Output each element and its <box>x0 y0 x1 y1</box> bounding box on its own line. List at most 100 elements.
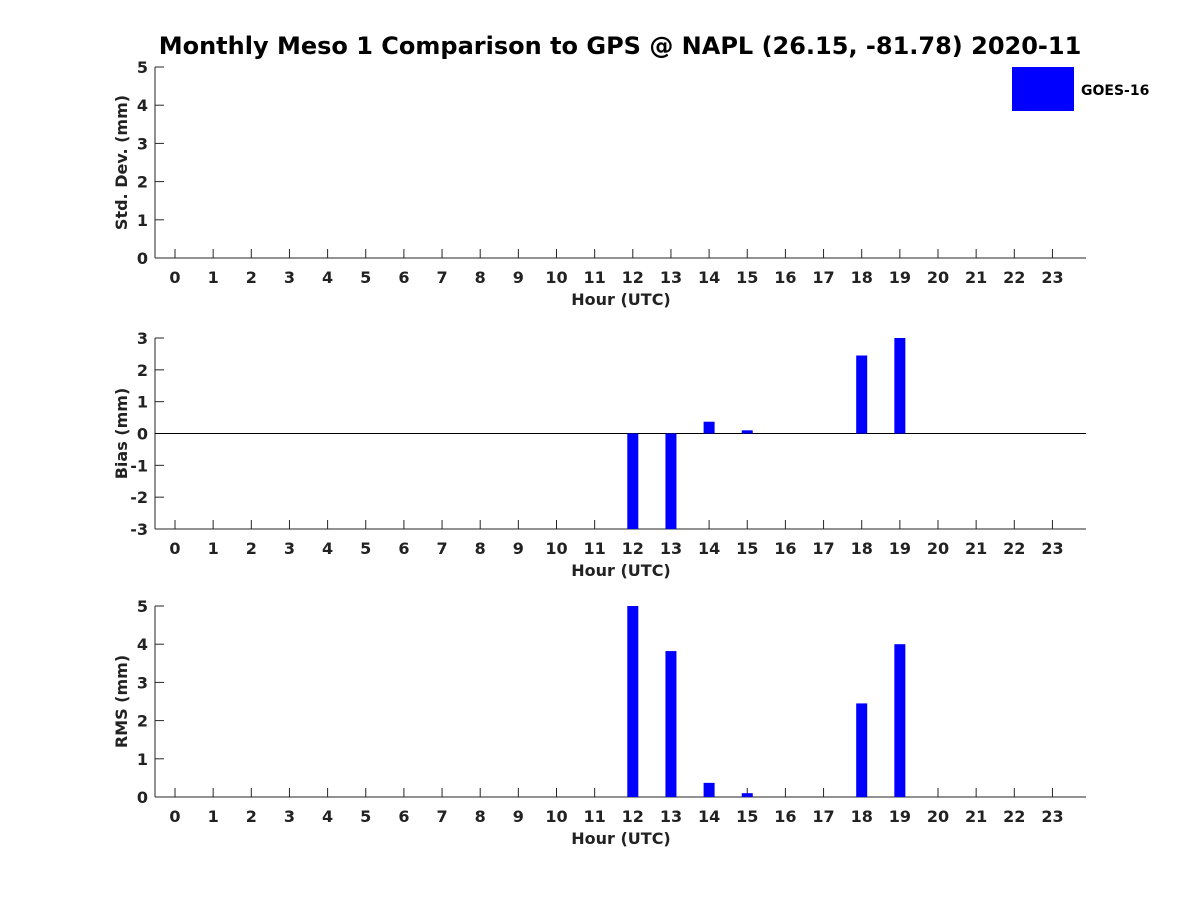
x-tick-label: 11 <box>584 807 606 826</box>
y-tick-label: 3 <box>137 673 148 692</box>
x-tick-label: 21 <box>965 268 987 287</box>
x-tick-label: 0 <box>169 539 180 558</box>
x-tick-label: 10 <box>545 539 567 558</box>
x-tick-label: 0 <box>169 807 180 826</box>
y-tick-label: 4 <box>137 96 148 115</box>
bar-hour-15 <box>741 430 753 434</box>
bar-hour-15 <box>741 793 753 797</box>
x-tick-label: 5 <box>360 807 371 826</box>
legend-swatch-goes-16 <box>1012 67 1074 111</box>
x-tick-label: 19 <box>889 268 911 287</box>
y-tick-label: 0 <box>137 425 148 444</box>
x-tick-label: 1 <box>208 268 219 287</box>
y-tick-label: 2 <box>137 173 148 192</box>
x-tick-label: 2 <box>246 807 257 826</box>
x-tick-label: 4 <box>322 268 333 287</box>
x-tick-label: 3 <box>284 807 295 826</box>
x-tick-label: 18 <box>851 807 873 826</box>
x-tick-label: 15 <box>736 268 758 287</box>
x-tick-label: 19 <box>889 539 911 558</box>
x-axis-label: Hour (UTC) <box>571 561 671 580</box>
x-tick-label: 13 <box>660 539 682 558</box>
y-tick-label: -2 <box>130 488 148 507</box>
y-axis-label: Std. Dev. (mm) <box>112 95 131 230</box>
bar-hour-13 <box>665 651 677 797</box>
bar-hour-12 <box>627 606 639 797</box>
bar-hour-12 <box>627 433 639 529</box>
x-tick-label: 17 <box>812 268 834 287</box>
x-axis-label: Hour (UTC) <box>571 829 671 848</box>
x-tick-label: 4 <box>322 807 333 826</box>
x-tick-label: 23 <box>1041 539 1063 558</box>
bar-hour-14 <box>703 421 715 434</box>
x-tick-label: 23 <box>1041 807 1063 826</box>
x-tick-label: 11 <box>584 268 606 287</box>
x-tick-label: 3 <box>284 539 295 558</box>
x-tick-label: 20 <box>927 539 949 558</box>
x-tick-label: 6 <box>398 268 409 287</box>
x-tick-label: 11 <box>584 539 606 558</box>
y-tick-label: 1 <box>137 393 148 412</box>
y-tick-label: 4 <box>137 635 148 654</box>
y-tick-label: 1 <box>137 750 148 769</box>
y-tick-label: 2 <box>137 712 148 731</box>
bar-hour-19 <box>894 644 906 797</box>
x-tick-label: 14 <box>698 539 720 558</box>
x-tick-label: 7 <box>436 268 447 287</box>
y-tick-label: 0 <box>137 788 148 807</box>
legend: GOES-16 <box>1012 67 1149 111</box>
x-tick-label: 2 <box>246 539 257 558</box>
x-tick-label: 16 <box>774 268 796 287</box>
bar-hour-18 <box>856 703 868 797</box>
x-tick-label: 4 <box>322 539 333 558</box>
x-tick-label: 12 <box>622 539 644 558</box>
x-tick-label: 18 <box>851 268 873 287</box>
bar-hour-19 <box>894 338 906 434</box>
x-tick-label: 6 <box>398 539 409 558</box>
x-axis-label: Hour (UTC) <box>571 290 671 309</box>
bar-hour-18 <box>856 355 868 434</box>
x-tick-label: 1 <box>208 539 219 558</box>
bar-hour-13 <box>665 433 677 529</box>
y-tick-label: 5 <box>137 597 148 616</box>
x-tick-label: 22 <box>1003 539 1025 558</box>
x-tick-label: 8 <box>475 268 486 287</box>
y-tick-label: 3 <box>137 134 148 153</box>
x-tick-label: 8 <box>475 807 486 826</box>
x-tick-label: 18 <box>851 539 873 558</box>
x-tick-label: 7 <box>436 807 447 826</box>
x-tick-label: 15 <box>736 539 758 558</box>
x-tick-label: 19 <box>889 807 911 826</box>
y-tick-label: 2 <box>137 361 148 380</box>
x-tick-label: 9 <box>513 807 524 826</box>
x-tick-label: 21 <box>965 539 987 558</box>
y-tick-label: 5 <box>137 58 148 77</box>
x-tick-label: 21 <box>965 807 987 826</box>
x-tick-label: 22 <box>1003 268 1025 287</box>
x-tick-label: 17 <box>812 807 834 826</box>
x-tick-label: 0 <box>169 268 180 287</box>
y-tick-label: -3 <box>130 520 148 539</box>
x-tick-label: 17 <box>812 539 834 558</box>
y-tick-label: 3 <box>137 329 148 348</box>
x-tick-label: 12 <box>622 268 644 287</box>
legend-label-goes-16: GOES-16 <box>1081 83 1149 99</box>
x-tick-label: 16 <box>774 807 796 826</box>
bar-hour-14 <box>703 782 715 797</box>
x-tick-label: 14 <box>698 807 720 826</box>
x-tick-label: 12 <box>622 807 644 826</box>
x-tick-label: 10 <box>545 268 567 287</box>
y-tick-label: 1 <box>137 211 148 230</box>
x-tick-label: 8 <box>475 539 486 558</box>
y-tick-label: 0 <box>137 249 148 268</box>
x-tick-label: 13 <box>660 268 682 287</box>
x-tick-label: 16 <box>774 539 796 558</box>
x-tick-label: 14 <box>698 268 720 287</box>
x-tick-label: 5 <box>360 539 371 558</box>
x-tick-label: 7 <box>436 539 447 558</box>
y-axis-label: Bias (mm) <box>112 388 131 480</box>
x-tick-label: 9 <box>513 268 524 287</box>
